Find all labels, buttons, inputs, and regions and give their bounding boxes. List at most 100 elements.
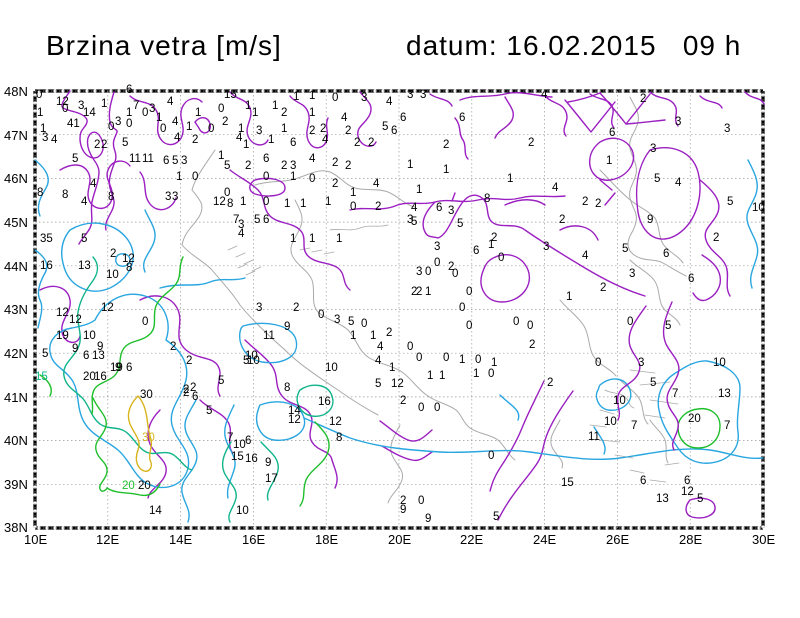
svg-text:1: 1 [507,173,513,185]
svg-text:9: 9 [284,321,290,333]
svg-text:1: 1 [566,291,572,303]
svg-text:8: 8 [108,191,114,203]
svg-text:2: 2 [309,125,315,137]
svg-text:1: 1 [350,330,356,342]
svg-text:6: 6 [192,391,198,403]
svg-text:4: 4 [375,355,382,367]
svg-text:5: 5 [81,233,87,245]
svg-text:15: 15 [561,477,574,489]
svg-text:8: 8 [284,382,290,394]
svg-text:6: 6 [290,137,296,149]
svg-text:2: 2 [245,160,251,172]
svg-text:4: 4 [582,250,589,262]
svg-text:3: 3 [434,241,440,253]
svg-text:6: 6 [640,475,646,487]
svg-text:2: 2 [528,137,534,149]
svg-text:15: 15 [231,451,244,463]
svg-text:1: 1 [309,90,315,102]
svg-text:14: 14 [149,505,162,517]
svg-text:4: 4 [541,89,548,101]
svg-text:0: 0 [498,252,504,264]
svg-text:0: 0 [488,450,494,462]
svg-text:1: 1 [300,198,306,210]
svg-text:5: 5 [382,121,388,133]
svg-text:2: 2 [640,93,646,105]
svg-text:9: 9 [647,214,653,226]
svg-text:2: 2 [345,160,351,172]
svg-text:1: 1 [290,233,296,245]
svg-text:3: 3 [448,205,454,217]
svg-text:4: 4 [172,116,179,128]
svg-text:12: 12 [391,378,404,390]
svg-text:3: 3 [334,314,340,326]
svg-text:6: 6 [245,435,251,447]
svg-text:11: 11 [142,153,154,165]
svg-text:1: 1 [425,286,431,298]
svg-text:8: 8 [37,187,43,199]
svg-text:5: 5 [375,378,381,390]
svg-text:4: 4 [51,134,58,146]
svg-text:3: 3 [42,132,48,144]
svg-text:0: 0 [263,171,269,183]
svg-text:9: 9 [400,504,406,516]
svg-text:3: 3 [420,89,426,101]
svg-text:2: 2 [94,139,100,151]
svg-text:12: 12 [101,302,114,314]
svg-text:2: 2 [600,282,606,294]
svg-text:4: 4 [238,228,245,240]
svg-text:0: 0 [142,107,148,119]
svg-text:1: 1 [272,100,278,112]
svg-text:30: 30 [140,389,153,401]
svg-text:0: 0 [627,316,633,328]
svg-text:1: 1 [416,184,422,196]
svg-text:0: 0 [218,103,224,115]
svg-text:1: 1 [370,330,376,342]
svg-text:4: 4 [386,96,393,108]
svg-text:35: 35 [40,233,53,245]
svg-text:6: 6 [83,350,89,362]
svg-text:10: 10 [604,416,617,428]
svg-text:0: 0 [459,302,465,314]
svg-text:3: 3 [256,125,262,137]
svg-text:10: 10 [752,202,765,214]
svg-text:2: 2 [559,214,565,226]
svg-text:8: 8 [336,432,342,444]
svg-text:7: 7 [133,100,139,112]
svg-text:0: 0 [350,201,356,213]
svg-text:4: 4 [552,182,559,194]
svg-text:1: 1 [281,123,287,135]
svg-text:6: 6 [391,125,397,137]
svg-text:12: 12 [288,414,301,426]
svg-text:5: 5 [654,173,660,185]
svg-text:6: 6 [126,362,132,374]
svg-text:2: 2 [400,395,406,407]
svg-text:2: 2 [354,137,360,149]
svg-text:13: 13 [718,388,731,400]
svg-text:5: 5 [224,160,230,172]
svg-text:4: 4 [174,132,181,144]
svg-text:2: 2 [101,139,107,151]
svg-text:3: 3 [115,116,121,128]
svg-text:2: 2 [582,196,588,208]
svg-text:20: 20 [122,480,135,492]
svg-text:41: 41 [67,118,80,130]
svg-text:1: 1 [407,159,413,171]
svg-text:1: 1 [350,187,356,199]
svg-text:0: 0 [418,495,424,507]
svg-text:0: 0 [434,257,440,269]
svg-text:2: 2 [345,125,351,137]
svg-text:0: 0 [595,357,601,369]
svg-text:6: 6 [436,202,442,214]
svg-text:20: 20 [138,480,151,492]
svg-text:2: 2 [416,286,422,298]
svg-text:2: 2 [281,107,287,119]
svg-text:6: 6 [126,84,132,96]
svg-text:4: 4 [675,177,682,189]
svg-text:2: 2 [443,139,449,151]
svg-text:5: 5 [206,405,212,417]
svg-text:6: 6 [163,155,169,167]
svg-text:6: 6 [263,214,269,226]
svg-text:8: 8 [484,193,490,205]
svg-text:1: 1 [176,171,182,183]
svg-text:4: 4 [90,178,97,190]
